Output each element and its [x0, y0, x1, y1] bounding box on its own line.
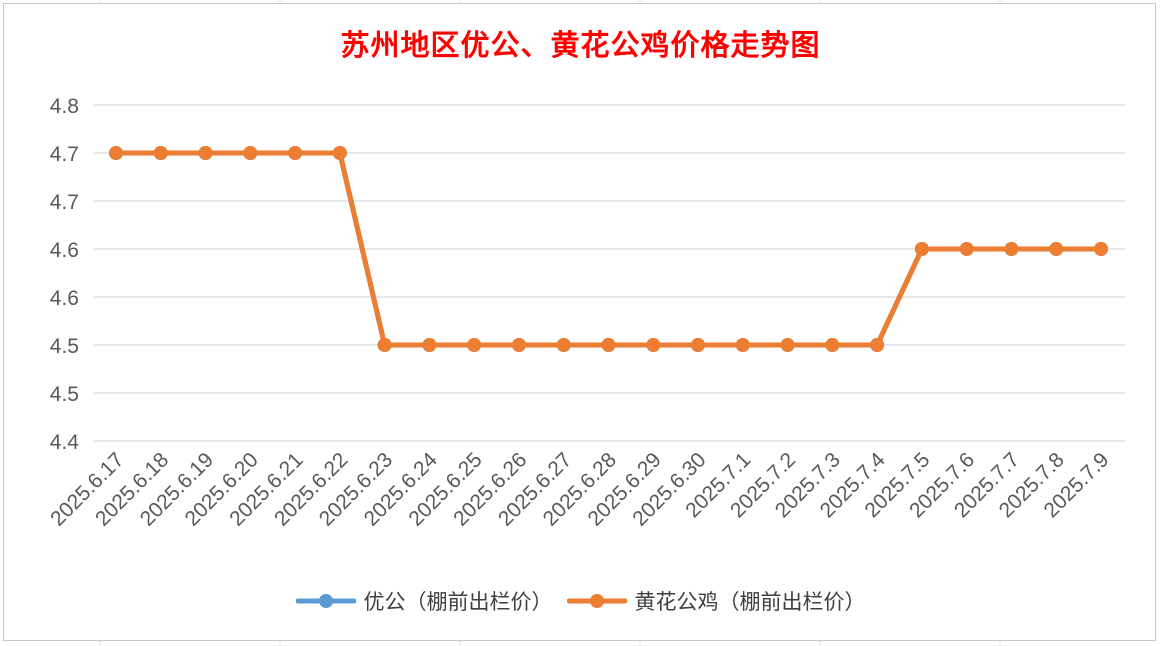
y-tick-label: 4.5 [50, 383, 79, 406]
data-point[interactable] [467, 338, 482, 352]
legend-label-series-1: 优公（棚前出栏价） [363, 590, 553, 614]
data-point[interactable] [511, 338, 526, 352]
data-point[interactable] [422, 338, 437, 352]
data-point[interactable] [1049, 242, 1064, 256]
series-layer [109, 146, 1108, 352]
y-tick-label: 4.7 [50, 191, 79, 214]
data-point[interactable] [959, 242, 974, 256]
data-point[interactable] [153, 146, 168, 160]
series-2 [109, 146, 1108, 352]
legend-marker-series-2 [566, 594, 627, 608]
data-point[interactable] [288, 146, 303, 160]
y-tick-label: 4.8 [50, 95, 79, 118]
data-point[interactable] [109, 146, 123, 160]
legend-marker-series-1 [295, 594, 356, 608]
data-point[interactable] [377, 338, 392, 352]
x-axis-tick-labels: 2025.6.172025.6.182025.6.192025.6.202025… [46, 448, 1113, 531]
legend-item-series-2[interactable]: 黄花公鸡（棚前出栏价） [566, 586, 866, 616]
data-point[interactable] [735, 338, 750, 352]
data-point[interactable] [914, 242, 929, 256]
y-axis-tick-labels: 4.8 4.7 4.7 4.6 4.6 4.5 4.5 4.4 [50, 95, 80, 454]
y-tick-label: 4.5 [50, 335, 79, 358]
chart-title: 苏州地区优公、黄花公鸡价格走势图 [340, 28, 821, 62]
data-point[interactable] [780, 338, 795, 352]
legend: 优公（棚前出栏价） 黄花公鸡（棚前出栏价） [0, 586, 1161, 616]
data-point[interactable] [691, 338, 706, 352]
data-point[interactable] [1004, 242, 1019, 256]
chart-area[interactable] [3, 3, 1156, 641]
y-tick-label: 4.6 [50, 239, 79, 262]
y-tick-label: 4.7 [50, 143, 79, 166]
data-point[interactable] [243, 146, 258, 160]
data-point[interactable] [332, 146, 347, 160]
data-point[interactable] [601, 338, 616, 352]
y-tick-label: 4.6 [50, 287, 79, 310]
data-point[interactable] [825, 338, 840, 352]
data-point[interactable] [646, 338, 661, 352]
legend-item-series-1[interactable]: 优公（棚前出栏价） [295, 586, 553, 616]
data-point[interactable] [870, 338, 885, 352]
gridlines [93, 104, 1125, 442]
data-point[interactable] [198, 146, 213, 160]
legend-label-series-2: 黄花公鸡（棚前出栏价） [634, 590, 866, 614]
data-point[interactable] [1094, 242, 1108, 256]
y-tick-label: 4.4 [50, 431, 80, 454]
data-point[interactable] [556, 338, 571, 352]
